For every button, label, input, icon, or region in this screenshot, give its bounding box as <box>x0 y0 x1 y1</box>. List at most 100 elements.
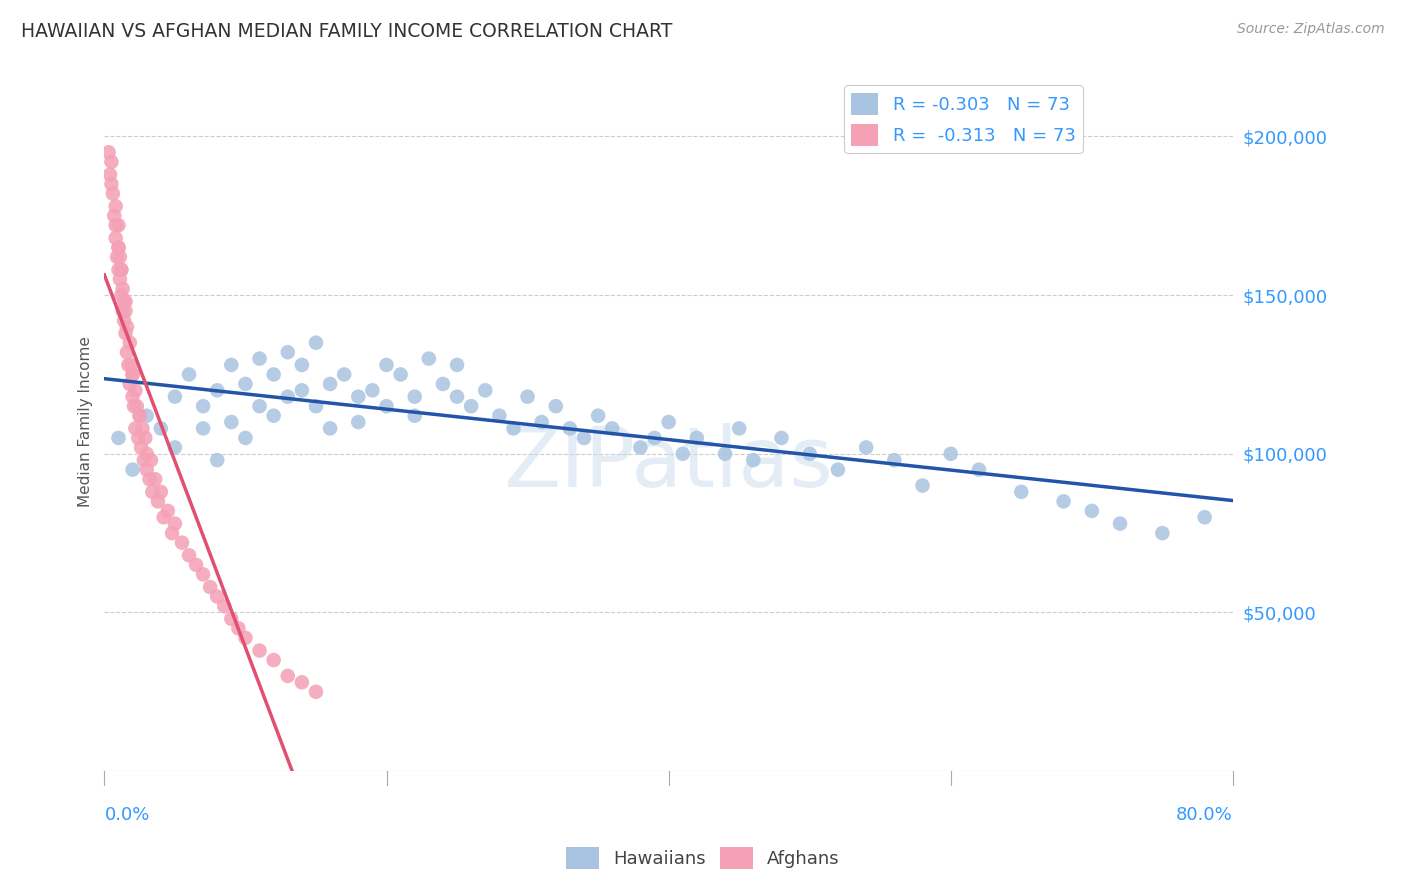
Point <box>114 294 136 309</box>
Point <box>122 399 145 413</box>
Point <box>128 409 150 423</box>
Point <box>184 558 207 572</box>
Point <box>112 294 135 309</box>
Point <box>110 262 132 277</box>
Point <box>249 643 271 657</box>
Point <box>111 304 134 318</box>
Point <box>319 421 342 435</box>
Point <box>375 358 398 372</box>
Point <box>117 358 139 372</box>
Point <box>120 358 142 372</box>
Point <box>105 250 128 264</box>
Point <box>98 168 121 182</box>
Point <box>347 415 370 429</box>
Point <box>375 399 398 413</box>
Point <box>138 472 160 486</box>
Point <box>1010 484 1032 499</box>
Point <box>135 447 157 461</box>
Point <box>221 358 243 372</box>
Text: HAWAIIAN VS AFGHAN MEDIAN FAMILY INCOME CORRELATION CHART: HAWAIIAN VS AFGHAN MEDIAN FAMILY INCOME … <box>21 22 672 41</box>
Point <box>114 326 136 341</box>
Point <box>221 612 243 626</box>
Point <box>149 484 172 499</box>
Point <box>1109 516 1132 531</box>
Point <box>235 631 257 645</box>
Point <box>644 431 666 445</box>
Text: 0.0%: 0.0% <box>104 806 150 824</box>
Point <box>586 409 609 423</box>
Point <box>177 368 200 382</box>
Point <box>319 376 342 391</box>
Point <box>156 504 179 518</box>
Point <box>235 431 257 445</box>
Point <box>263 409 285 423</box>
Point <box>516 390 538 404</box>
Point <box>235 376 257 391</box>
Point <box>163 390 186 404</box>
Point <box>672 447 695 461</box>
Point <box>110 262 132 277</box>
Point <box>389 368 412 382</box>
Point <box>600 421 623 435</box>
Point <box>104 219 127 233</box>
Point <box>198 580 221 594</box>
Point <box>502 421 524 435</box>
Point <box>125 399 148 413</box>
Point <box>249 399 271 413</box>
Point <box>1052 494 1074 508</box>
Point <box>111 282 134 296</box>
Point <box>488 409 510 423</box>
Point <box>714 447 737 461</box>
Point <box>277 390 299 404</box>
Point <box>263 368 285 382</box>
Point <box>347 390 370 404</box>
Point <box>103 209 125 223</box>
Point <box>658 415 681 429</box>
Point <box>207 590 229 604</box>
Point <box>141 484 163 499</box>
Point <box>108 272 131 286</box>
Point <box>121 368 143 382</box>
Text: Source: ZipAtlas.com: Source: ZipAtlas.com <box>1237 22 1385 37</box>
Point <box>177 549 200 563</box>
Point <box>333 368 356 382</box>
Point <box>558 421 581 435</box>
Point <box>118 335 141 350</box>
Point <box>108 250 131 264</box>
Legend: R = -0.303   N = 73, R =  -0.313   N = 73: R = -0.303 N = 73, R = -0.313 N = 73 <box>844 86 1083 153</box>
Point <box>107 240 129 254</box>
Point <box>277 669 299 683</box>
Point <box>163 516 186 531</box>
Point <box>770 431 793 445</box>
Point <box>191 399 214 413</box>
Point <box>628 441 651 455</box>
Point <box>129 441 152 455</box>
Point <box>446 358 468 372</box>
Point <box>572 431 595 445</box>
Point <box>305 335 328 350</box>
Point <box>1194 510 1216 524</box>
Point <box>291 358 314 372</box>
Point <box>305 399 328 413</box>
Point <box>221 415 243 429</box>
Point <box>100 177 122 191</box>
Point <box>114 304 136 318</box>
Point <box>107 262 129 277</box>
Point <box>291 675 314 690</box>
Point <box>883 453 905 467</box>
Point <box>143 472 166 486</box>
Point <box>277 345 299 359</box>
Point <box>827 463 849 477</box>
Point <box>228 621 250 635</box>
Point <box>404 390 426 404</box>
Point <box>97 145 120 160</box>
Point <box>207 384 229 398</box>
Point <box>361 384 384 398</box>
Point <box>474 384 496 398</box>
Point <box>118 376 141 391</box>
Point <box>100 154 122 169</box>
Point <box>131 421 153 435</box>
Point <box>1081 504 1104 518</box>
Point <box>249 351 271 366</box>
Point <box>104 199 127 213</box>
